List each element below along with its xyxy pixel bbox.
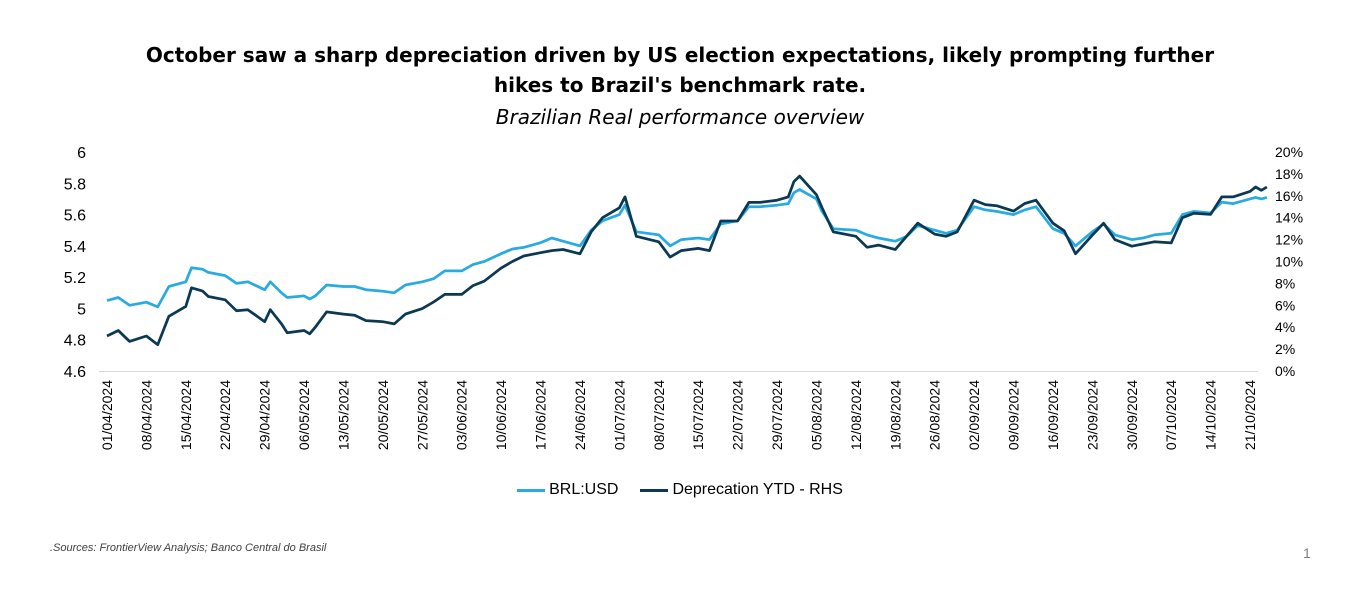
x-tick-label: 15/04/2024 xyxy=(178,380,194,450)
legend-label-depreciation: Deprecation YTD - RHS xyxy=(672,481,843,498)
x-tick-label: 14/10/2024 xyxy=(1203,380,1219,450)
x-tick-label: 22/07/2024 xyxy=(730,380,746,450)
chart-title: October saw a sharp depreciation driven … xyxy=(0,40,1360,100)
y-left-tick-label: 6 xyxy=(77,145,86,162)
chart-title-line1: October saw a sharp depreciation driven … xyxy=(145,43,1215,67)
y-left-tick-label: 5 xyxy=(77,301,86,318)
y-right-tick-label: 8% xyxy=(1275,275,1295,291)
chart-lines xyxy=(106,174,1268,347)
x-tick-label: 12/08/2024 xyxy=(848,380,864,450)
page-number: 1 xyxy=(1303,545,1311,561)
y-right-tick-label: 12% xyxy=(1275,232,1303,248)
x-tick-label: 02/09/2024 xyxy=(966,380,982,450)
y-left-tick-label: 5.6 xyxy=(64,208,86,225)
y-left-tick-label: 4.8 xyxy=(64,333,86,350)
x-tick-label: 26/08/2024 xyxy=(927,380,943,450)
x-tick-label: 29/07/2024 xyxy=(769,380,785,450)
chart-legend: BRL:USD Deprecation YTD - RHS xyxy=(0,481,1360,499)
x-tick-label: 23/09/2024 xyxy=(1084,380,1100,450)
series-line-depreciation-ytd xyxy=(106,174,1268,347)
x-tick-label: 06/05/2024 xyxy=(296,380,312,450)
x-tick-label: 30/09/2024 xyxy=(1124,380,1140,450)
y-right-tick-label: 0% xyxy=(1275,363,1295,379)
x-tick-label: 27/05/2024 xyxy=(414,380,430,450)
y-left-tick-label: 5.4 xyxy=(64,239,86,256)
x-tick-label: 05/08/2024 xyxy=(808,380,824,450)
x-tick-label: 21/10/2024 xyxy=(1242,380,1258,450)
y-right-tick-label: 16% xyxy=(1275,188,1303,204)
y-left-tick-label: 4.6 xyxy=(64,364,86,381)
x-tick-label: 29/04/2024 xyxy=(257,380,273,450)
x-tick-label: 09/09/2024 xyxy=(1006,380,1022,450)
x-tick-label: 22/04/2024 xyxy=(217,380,233,450)
legend-swatch-brl xyxy=(517,488,546,492)
y-right-tick-label: 4% xyxy=(1275,319,1295,335)
chart-title-line2: hikes to Brazil's benchmark rate. xyxy=(493,73,867,97)
y-right-tick-label: 10% xyxy=(1275,254,1303,270)
x-tick-label: 17/06/2024 xyxy=(533,380,549,450)
x-tick-label: 07/10/2024 xyxy=(1163,380,1179,450)
x-tick-label: 01/04/2024 xyxy=(99,380,115,450)
x-tick-label: 01/07/2024 xyxy=(611,380,627,450)
x-tick-label: 24/06/2024 xyxy=(572,380,588,450)
x-tick-label: 08/04/2024 xyxy=(138,380,154,450)
y-right-tick-label: 18% xyxy=(1275,166,1303,182)
chart-subtitle: Brazilian Real performance overview xyxy=(495,105,865,129)
y-left-tick-label: 5.8 xyxy=(64,176,86,193)
x-tick-label: 16/09/2024 xyxy=(1045,380,1061,450)
y-right-tick-label: 6% xyxy=(1275,297,1295,313)
legend-label-brl: BRL:USD xyxy=(549,481,619,498)
chart-axes: 4.6 4.8 5 5.2 5.4 5.6 5.8 6 0% 2% 4% 6% 8% 10% 12% 14% 1… xyxy=(64,144,1303,450)
x-tick-label: 10/06/2024 xyxy=(493,380,509,450)
x-tick-label: 13/05/2024 xyxy=(335,380,351,450)
x-tick-label: 20/05/2024 xyxy=(375,380,391,450)
legend-swatch-depreciation xyxy=(640,488,669,492)
y-left-tick-label: 5.2 xyxy=(64,270,86,287)
x-tick-label: 15/07/2024 xyxy=(690,380,706,450)
source-note: .Sources: FrontierView Analysis; Banco C… xyxy=(50,542,327,554)
x-tick-label: 19/08/2024 xyxy=(887,380,903,450)
series-line-brl-usd xyxy=(106,188,1268,309)
legend-item-depreciation: Deprecation YTD - RHS xyxy=(640,481,843,499)
y-right-tick-label: 2% xyxy=(1275,341,1295,357)
y-right-tick-label: 20% xyxy=(1275,144,1303,160)
x-tick-label: 03/06/2024 xyxy=(454,380,470,450)
legend-item-brl: BRL:USD xyxy=(517,481,618,499)
y-right-tick-label: 14% xyxy=(1275,210,1303,226)
x-tick-label: 08/07/2024 xyxy=(651,380,667,450)
